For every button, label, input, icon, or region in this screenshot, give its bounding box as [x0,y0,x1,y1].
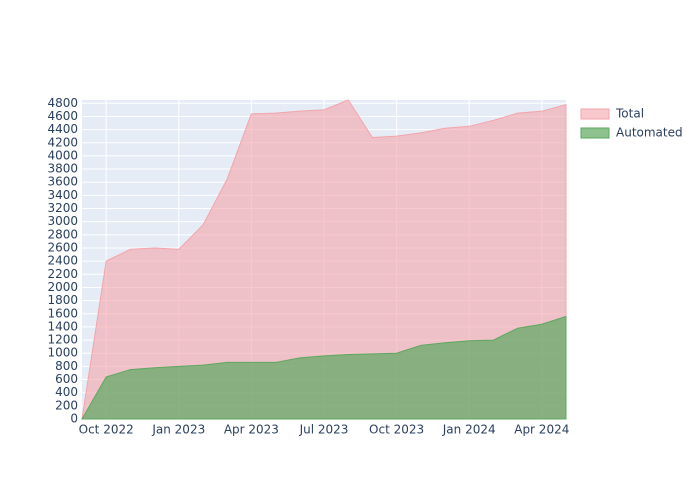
y-tick-label: 800 [55,359,78,373]
y-tick-label: 4600 [47,109,78,123]
legend-swatch [580,127,610,139]
y-tick-label: 200 [55,398,78,412]
y-tick-label: 1800 [47,293,78,307]
y-tick-label: 4400 [47,122,78,136]
y-tick-label: 1400 [47,319,78,333]
y-tick-label: 4000 [47,148,78,162]
x-tick-label: Jul 2023 [299,423,349,437]
y-tick-label: 0 [70,412,78,426]
legend-label: Total [615,107,644,121]
y-tick-label: 2400 [47,254,78,268]
y-tick-label: 2600 [47,240,78,254]
y-tick-label: 4800 [47,96,78,110]
x-tick-label: Oct 2023 [369,423,424,437]
y-tick-label: 2200 [47,267,78,281]
x-tick-label: Apr 2023 [224,423,279,437]
y-tick-label: 3800 [47,162,78,176]
y-tick-label: 1600 [47,306,78,320]
y-tick-label: 3000 [47,214,78,228]
y-tick-label: 2000 [47,280,78,294]
y-tick-label: 1200 [47,333,78,347]
y-tick-label: 3600 [47,175,78,189]
y-tick-label: 600 [55,372,78,386]
y-tick-label: 3400 [47,188,78,202]
legend-label: Automated [616,126,683,140]
x-tick-label: Jan 2023 [151,423,205,437]
y-tick-label: 3200 [47,201,78,215]
y-tick-label: 4200 [47,135,78,149]
legend-swatch [580,108,610,120]
x-tick-label: Jan 2024 [442,423,496,437]
area [81,99,567,420]
x-tick-label: Apr 2024 [514,423,569,437]
y-tick-label: 2800 [47,227,78,241]
area [81,315,567,420]
x-tick-label: Oct 2022 [79,423,134,437]
y-tick-label: 400 [55,385,78,399]
y-tick-label: 1000 [47,346,78,360]
